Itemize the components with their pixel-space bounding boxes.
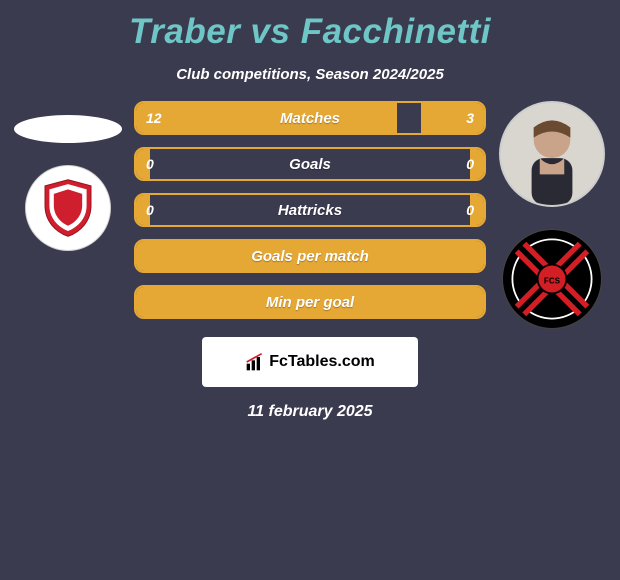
- page-title: Traber vs Facchinetti: [8, 12, 612, 52]
- stat-row-matches: 12 Matches 3: [134, 101, 486, 135]
- source-badge[interactable]: FcTables.com: [202, 337, 418, 387]
- player-right-avatar: [499, 101, 605, 207]
- stat-bar: 0 Goals 0: [134, 147, 486, 181]
- page-subtitle: Club competitions, Season 2024/2025: [8, 66, 612, 83]
- stat-label: Hattricks: [136, 202, 484, 219]
- stat-value-right: 0: [466, 156, 474, 172]
- stat-bar: 12 Matches 3: [134, 101, 486, 135]
- date-text: 11 february 2025: [8, 403, 612, 421]
- comparison-card: Traber vs Facchinetti Club competitions,…: [0, 0, 620, 421]
- stat-label: Min per goal: [136, 294, 484, 311]
- stat-bar: Min per goal: [134, 285, 486, 319]
- stat-bar: 0 Hattricks 0: [134, 193, 486, 227]
- stat-label: Goals per match: [136, 248, 484, 265]
- shield-icon: [41, 177, 95, 239]
- svg-text:FCS: FCS: [544, 277, 561, 286]
- person-icon: [501, 101, 603, 207]
- stat-value-right: 0: [466, 202, 474, 218]
- stat-row-mpg: Min per goal: [134, 285, 486, 319]
- source-text: FcTables.com: [269, 353, 375, 371]
- player-left-placeholder: [14, 115, 122, 143]
- stat-row-goals: 0 Goals 0: [134, 147, 486, 181]
- chart-bar-icon: [245, 352, 265, 372]
- stat-bar: Goals per match: [134, 239, 486, 273]
- club-badge-left: [25, 165, 111, 251]
- content-row: 12 Matches 3 0 Goals 0 0: [8, 101, 612, 331]
- left-side: [8, 101, 128, 251]
- right-side: FCS: [492, 101, 612, 329]
- stat-row-hattricks: 0 Hattricks 0: [134, 193, 486, 227]
- stat-value-right: 3: [466, 110, 474, 126]
- stat-row-gpm: Goals per match: [134, 239, 486, 273]
- stat-label: Goals: [136, 156, 484, 173]
- club-x-icon: FCS: [507, 234, 597, 324]
- stat-bars: 12 Matches 3 0 Goals 0 0: [128, 101, 492, 331]
- stat-label: Matches: [136, 110, 484, 127]
- club-badge-right: FCS: [502, 229, 602, 329]
